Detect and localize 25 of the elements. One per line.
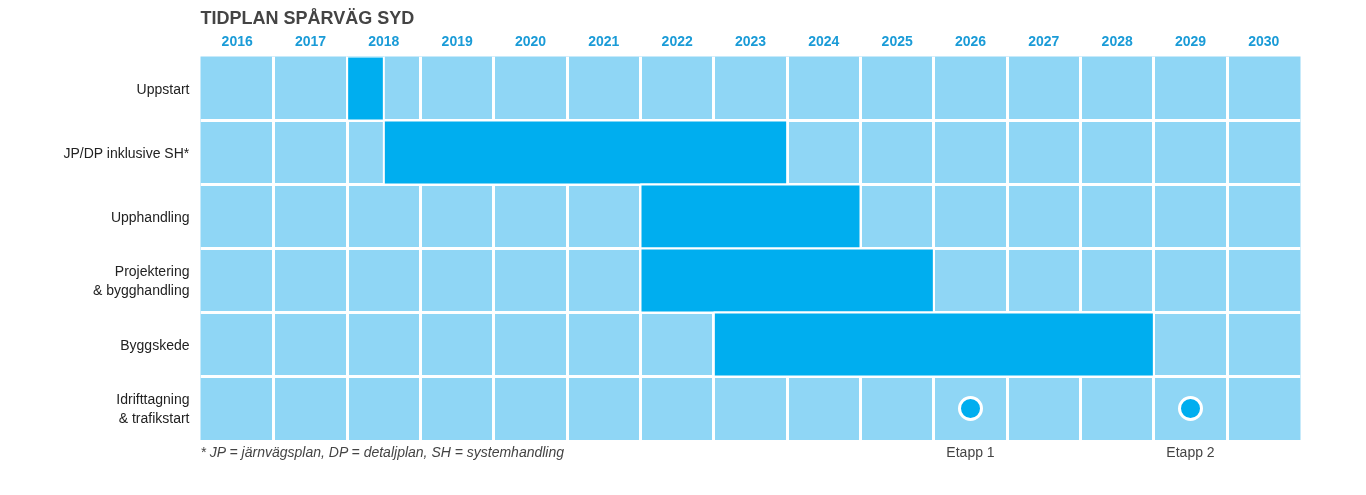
x-tick-label: 2021 xyxy=(588,32,620,49)
x-tick-label: 2026 xyxy=(954,32,987,49)
x-tick-label: 2027 xyxy=(1028,32,1060,49)
y-tick-label: Uppstart xyxy=(136,80,190,97)
y-tick-label: Byggskede xyxy=(120,336,190,353)
y-tick-label: JP/DP inklusive SH* xyxy=(63,144,190,161)
x-tick-label: 2028 xyxy=(1101,32,1133,49)
text: Etapp 1 xyxy=(946,443,995,460)
chart-title: TIDPLAN SPÅRVÄG SYD xyxy=(200,7,415,28)
y-tick-label: Upphandling xyxy=(110,208,190,225)
x-tick-label: 2025 xyxy=(881,32,913,49)
x-tick-label: 2024 xyxy=(808,32,840,49)
x-tick-label: 2018 xyxy=(368,32,400,49)
x-tick-label: 2016 xyxy=(221,32,253,49)
x-tick-label: 2017 xyxy=(294,32,327,49)
x-tick-label: 2020 xyxy=(514,32,547,49)
text: Etapp 2 xyxy=(1166,443,1215,460)
x-tick-label: 2030 xyxy=(1248,32,1280,49)
x-tick-label: 2029 xyxy=(1174,32,1207,49)
y-tick-label: Projektering & bygghandling xyxy=(92,262,190,299)
text: * JP = järnvägsplan, DP = detaljplan, SH = systemhandling xyxy=(200,443,565,460)
x-tick-label: 2022 xyxy=(661,32,693,49)
x-tick-label: 2023 xyxy=(734,32,767,49)
y-tick-label: Idrifttagning & trafikstart xyxy=(116,390,190,427)
x-tick-label: 2019 xyxy=(441,32,473,49)
